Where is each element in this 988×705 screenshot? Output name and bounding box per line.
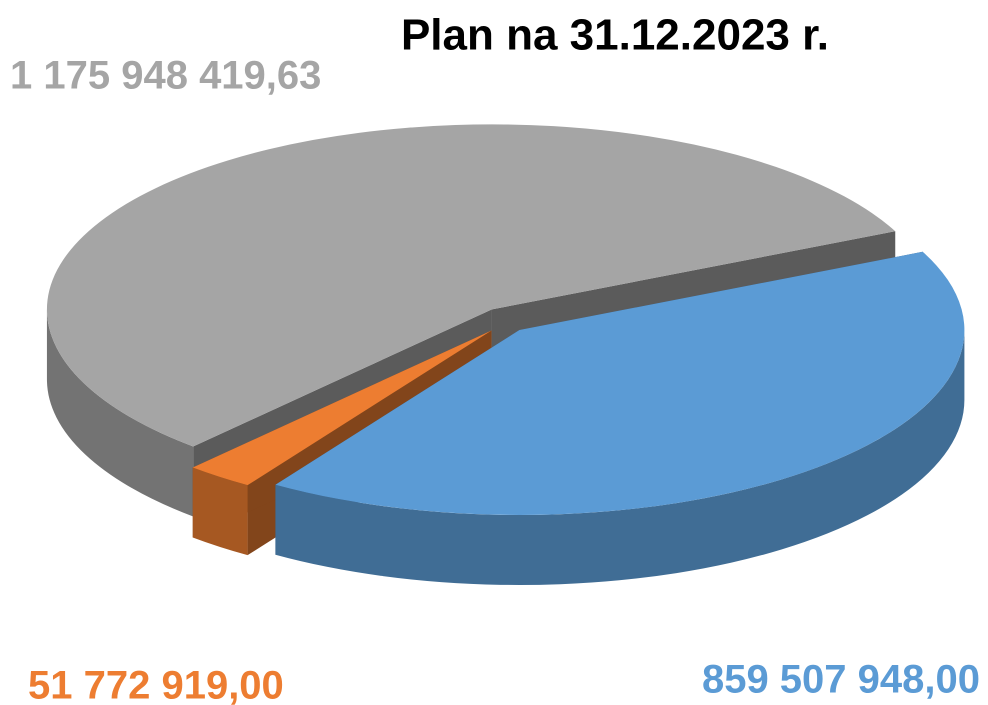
data-label: 1 175 948 419,63: [10, 54, 321, 98]
slice-side: [192, 467, 248, 556]
data-label: 859 507 948,00: [702, 658, 980, 702]
pie-slice: [46, 124, 896, 447]
pie-slice: [192, 330, 492, 486]
chart-title: Plan na 31.12.2023 r.: [401, 11, 829, 60]
slice-side: [275, 329, 965, 585]
pie-slice: [275, 251, 965, 515]
data-label: 51 772 919,00: [28, 664, 284, 705]
slice-cut-face: [192, 330, 492, 538]
slice-side: [46, 309, 194, 517]
